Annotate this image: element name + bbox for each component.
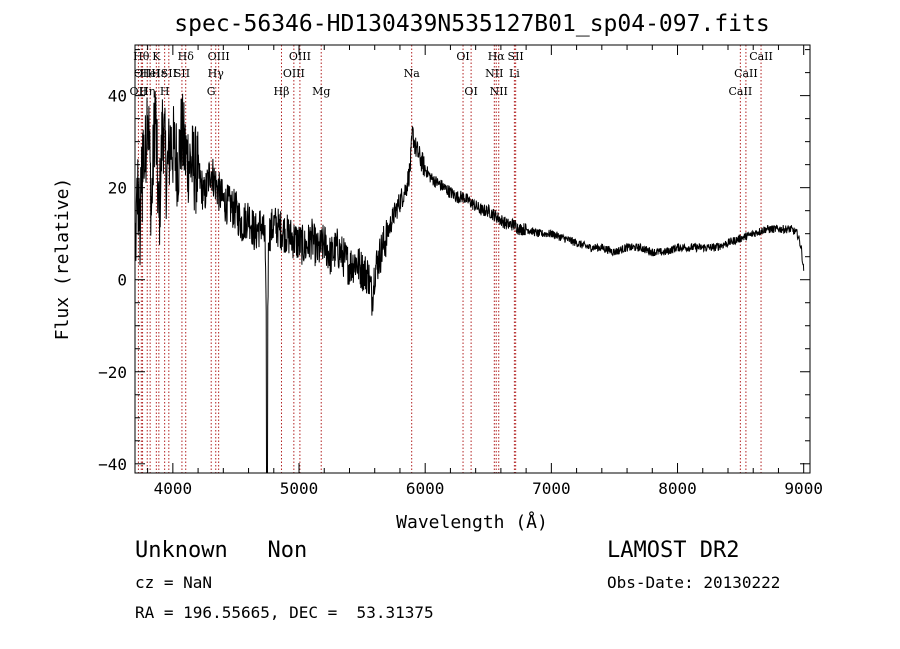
line-marker-label: Mg <box>312 85 330 98</box>
line-marker-label: Li <box>509 67 520 80</box>
line-marker-label: HeI <box>140 67 160 80</box>
line-marker-label: OII <box>130 85 148 98</box>
plot-frame <box>134 44 811 474</box>
y-tick-label: 0 <box>117 271 127 290</box>
line-marker-label: G <box>207 85 216 98</box>
redshift-label: cz = NaN <box>135 573 213 592</box>
line-marker-label: SII <box>174 67 190 80</box>
x-tick-label: 6000 <box>406 479 445 498</box>
line-marker-label: CaII <box>729 85 753 98</box>
x-tick-label: 9000 <box>784 479 823 498</box>
line-marker-label: Hη <box>139 85 155 98</box>
y-tick-label: −40 <box>98 455 127 474</box>
y-tick-label: 40 <box>108 87 127 106</box>
survey-label: LAMOST DR2 <box>607 538 740 563</box>
line-marker-label: OIII <box>283 67 305 80</box>
line-marker-label: CaII <box>734 67 758 80</box>
line-marker-label: OII <box>134 67 152 80</box>
x-tick-labels: 4000 5000 6000 7000 8000 9000 <box>154 479 823 498</box>
y-tick-label: 20 <box>108 179 127 198</box>
coordinates-label: RA = 196.55665, DEC = 53.31375 <box>135 603 434 622</box>
x-tick-label: 5000 <box>280 479 319 498</box>
x-axis-label: Wavelength (Å) <box>396 511 548 533</box>
y-tick-labels: −40 −20 0 20 40 <box>98 87 127 474</box>
line-marker-label: OI <box>456 50 469 63</box>
line-marker-label: SII <box>161 67 177 80</box>
x-tick-label: 7000 <box>532 479 571 498</box>
line-marker-label: NII <box>490 85 508 98</box>
line-marker-label: H <box>160 85 170 98</box>
line-marker-label: Na <box>404 67 421 80</box>
line-marker-label: OI <box>464 85 477 98</box>
line-marker-label: CaII <box>749 50 773 63</box>
axis-ticks <box>135 45 810 473</box>
chart-title: spec-56346-HD130439N535127B01_sp04-097.f… <box>174 11 769 37</box>
line-marker-label: Hδ <box>178 50 195 63</box>
line-marker-label: Hβ <box>274 85 290 98</box>
x-tick-label: 8000 <box>658 479 697 498</box>
line-marker-label: OIII <box>289 50 311 63</box>
obs-date-label: Obs-Date: 20130222 <box>607 573 781 592</box>
object-class-label: Unknown Non <box>135 538 308 563</box>
line-marker-label: OIII <box>208 50 230 63</box>
line-marker-label: Hθ <box>133 50 150 63</box>
line-marker-label: Hα <box>488 50 506 63</box>
line-marker-group <box>137 45 762 473</box>
line-marker-label: SII <box>508 50 524 63</box>
y-tick-label: −20 <box>98 363 127 382</box>
y-axis-label: Flux (relative) <box>52 178 73 341</box>
line-marker-label: Hε <box>151 67 167 80</box>
x-tick-label: 4000 <box>154 479 193 498</box>
line-marker-label: K <box>152 50 161 63</box>
line-label-group: OIIHθOIIHηHeIKHεHSIIHδSIIGHγOIIIHβOIIIOI… <box>130 50 773 98</box>
spectrum-series-line <box>134 91 805 474</box>
line-marker-label: Hγ <box>208 67 225 80</box>
line-marker-label: NII <box>485 67 503 80</box>
